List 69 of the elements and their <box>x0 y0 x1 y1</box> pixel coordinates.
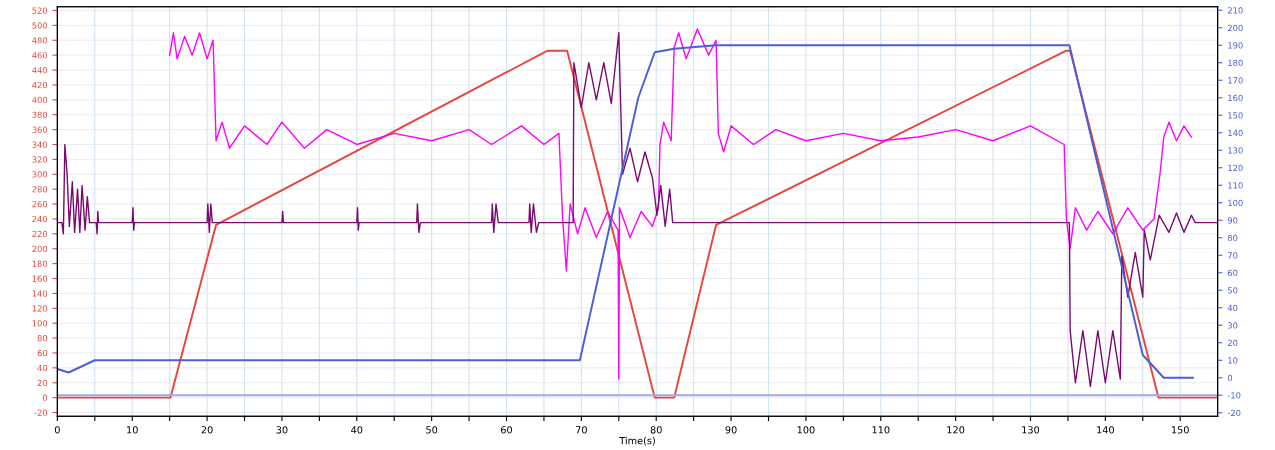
y-tick-label: 260 <box>32 201 48 208</box>
y2-tick-label: 170 <box>1228 77 1243 84</box>
x-tick-label: 100 <box>797 426 815 434</box>
y2-tick-label: 60 <box>1227 269 1238 277</box>
x-tick-label: 90 <box>725 426 737 434</box>
y2-tick-label: 110 <box>1228 182 1243 189</box>
x-tick-label: 150 <box>1171 426 1189 434</box>
x-tick-label: 30 <box>276 426 288 434</box>
y2-tick-label: 10 <box>1228 357 1238 364</box>
x-tick-label: 40 <box>351 426 363 434</box>
y2-tick-label: 190 <box>1228 42 1243 49</box>
y2-tick-label: 50 <box>1227 287 1238 294</box>
y-tick-label: 400 <box>32 96 48 104</box>
x-tick-label: 50 <box>426 426 438 434</box>
y2-tick-label: 130 <box>1228 147 1243 154</box>
x-tick-label: 130 <box>1022 426 1040 434</box>
y-tick-label: 120 <box>32 305 48 312</box>
y2-tick-label: 210 <box>1227 7 1243 14</box>
y2-tick-label: 120 <box>1228 164 1243 172</box>
y-tick-label: -20 <box>34 409 48 416</box>
y2-tick-label: 180 <box>1228 59 1243 67</box>
y2-tick-label: -10 <box>1227 392 1241 399</box>
x-tick-label: 60 <box>501 426 513 434</box>
y-tick-label: 40 <box>37 364 48 372</box>
y2-tick-label: 200 <box>1227 24 1243 32</box>
x-tick-label: 20 <box>201 426 213 434</box>
y2-tick-label: 100 <box>1228 199 1243 207</box>
y-tick-label: 420 <box>32 81 48 89</box>
x-tick-label: 140 <box>1097 426 1114 434</box>
y-tick-label: 200 <box>32 245 48 253</box>
x-tick-label: 0 <box>54 426 60 434</box>
y2-tick-label: 30 <box>1227 322 1238 329</box>
x-tick-label: 10 <box>127 426 138 434</box>
y2-tick-label: 20 <box>1227 339 1238 347</box>
y2-tick-label: 0 <box>1227 374 1233 382</box>
x-tick-label: 120 <box>947 426 965 434</box>
y-tick-label: 520 <box>32 7 48 14</box>
y2-tick-label: 150 <box>1228 112 1243 119</box>
y-tick-label: 0 <box>42 394 48 401</box>
y-tick-label: 20 <box>37 379 48 387</box>
y2-tick-label: 70 <box>1228 252 1238 259</box>
y-tick-label: 100 <box>32 320 48 327</box>
y-tick-label: 480 <box>32 37 48 44</box>
y-tick-label: 80 <box>37 335 48 342</box>
y-tick-label: 220 <box>32 230 48 238</box>
y-tick-label: 180 <box>32 260 48 267</box>
x-tick-label: 80 <box>650 426 662 434</box>
y2-tick-label: 140 <box>1228 129 1243 137</box>
y2-tick-label: -20 <box>1227 409 1241 417</box>
y-tick-label: 440 <box>32 67 48 74</box>
y2-tick-label: 80 <box>1227 234 1238 242</box>
x-tick-label: 70 <box>575 426 587 434</box>
y2-tick-label: 160 <box>1228 94 1243 102</box>
x-tick-label: 110 <box>872 426 890 434</box>
y-tick-label: 240 <box>32 215 48 223</box>
y-tick-label: 280 <box>32 186 48 193</box>
y2-tick-label: 40 <box>1227 304 1238 312</box>
y2-tick-label: 90 <box>1227 217 1238 224</box>
y-tick-label: 160 <box>32 275 48 282</box>
y-tick-label: 320 <box>32 156 48 163</box>
y-tick-label: 300 <box>32 171 48 178</box>
x-axis-title: Time(s) <box>619 436 655 446</box>
y-tick-label: 500 <box>32 22 48 29</box>
y-tick-label: 360 <box>32 126 48 133</box>
y-tick-label: 60 <box>37 349 48 357</box>
y-tick-label: 380 <box>32 111 48 118</box>
y-tick-label: 340 <box>32 141 48 148</box>
y-tick-label: 460 <box>32 52 48 59</box>
y-tick-label: 140 <box>32 290 48 297</box>
